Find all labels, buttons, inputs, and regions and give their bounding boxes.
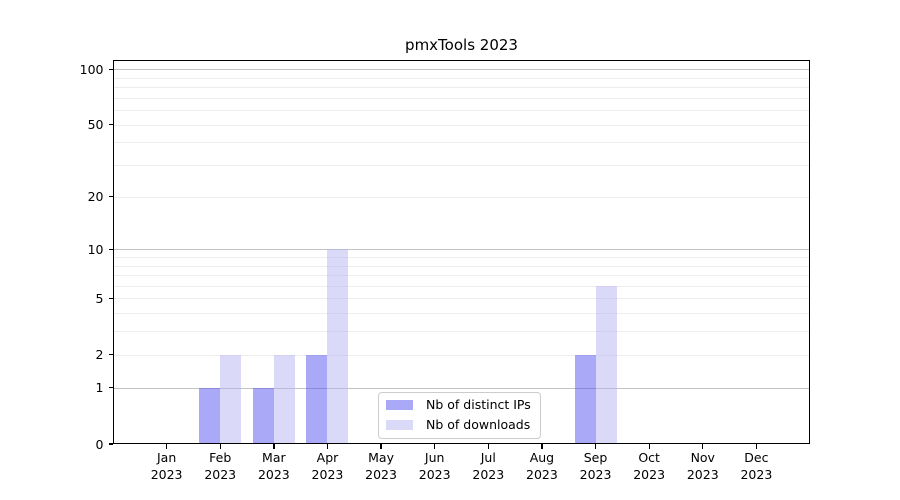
bar-nb-of-downloads-mar (273, 354, 295, 444)
x-tick-label: Apr 2023 (311, 450, 344, 482)
legend-item: Nb of distinct IPs (386, 395, 531, 415)
x-tick-label: Jul 2023 (472, 450, 505, 482)
x-tick (755, 444, 758, 449)
y-tick (108, 443, 113, 445)
x-tick-label: Nov 2023 (686, 450, 719, 482)
x-tick (648, 444, 650, 449)
gridline-decade (113, 387, 810, 389)
y-tick (108, 387, 113, 389)
legend: Nb of distinct IPs Nb of downloads (378, 392, 541, 439)
legend-swatch-downloads (386, 419, 413, 431)
y-tick-label: 100 (79, 61, 104, 77)
x-tick (326, 444, 329, 449)
x-tick (380, 444, 382, 449)
x-tick (434, 444, 436, 449)
bar-nb-of-distinct-ips-sep (574, 354, 596, 444)
y-tick (108, 248, 113, 250)
gridline-minor (113, 331, 810, 333)
y-tick-label: 5 (95, 290, 104, 306)
gridline-minor (113, 142, 810, 144)
gridline-minor (113, 97, 810, 99)
chart-title: pmxTools 2023 (405, 36, 518, 54)
bar-nb-of-downloads-feb (220, 354, 242, 444)
x-tick-label: Aug 2023 (526, 450, 558, 482)
x-tick-label: May 2023 (365, 450, 397, 482)
plot-area (113, 60, 810, 444)
y-tick (108, 354, 113, 356)
gridline-minor (113, 313, 810, 315)
gridline-minor (113, 354, 810, 356)
gridline-minor (113, 285, 810, 287)
x-tick (487, 444, 489, 449)
y-tick-label: 50 (87, 117, 104, 133)
x-tick (541, 444, 543, 449)
gridline-minor (113, 110, 810, 112)
gridline-decade (113, 249, 810, 251)
x-tick-label: Jan 2023 (150, 450, 183, 482)
legend-item: Nb of downloads (386, 415, 531, 435)
x-tick-label: Dec 2023 (740, 450, 773, 482)
gridline-minor (113, 77, 810, 79)
legend-swatch-distinct-ips (386, 399, 413, 411)
gridline-minor (113, 165, 810, 167)
x-tick-label: Sep 2023 (579, 450, 612, 482)
bar-nb-of-distinct-ips-feb (199, 387, 221, 444)
x-tick-label: Jun 2023 (418, 450, 451, 482)
x-tick (219, 444, 221, 449)
x-tick (594, 444, 597, 449)
gridline-decade (113, 69, 810, 71)
bar-nb-of-downloads-sep (595, 285, 617, 444)
gridline-minor (113, 196, 810, 198)
gridline-minor (113, 256, 810, 258)
y-tick-label: 0 (95, 436, 104, 452)
gridline-minor (113, 298, 810, 300)
x-tick-label: Mar 2023 (257, 450, 290, 482)
x-tick (273, 444, 275, 449)
x-tick (166, 444, 168, 449)
gridline-minor (113, 87, 810, 89)
x-tick-label: Oct 2023 (633, 450, 666, 482)
y-tick (108, 124, 113, 126)
legend-label-distinct-ips: Nb of distinct IPs (426, 397, 531, 412)
y-tick-label: 1 (95, 380, 104, 396)
gridline-minor (113, 124, 810, 126)
x-tick (702, 444, 704, 449)
gridline-minor (113, 275, 810, 277)
bar-nb-of-downloads-apr (327, 249, 349, 444)
y-tick (108, 196, 113, 198)
gridline-minor (113, 265, 810, 267)
x-tick-label: Feb 2023 (204, 450, 237, 482)
bar-nb-of-distinct-ips-mar (252, 387, 274, 444)
bar-nb-of-distinct-ips-apr (306, 354, 328, 444)
y-tick (108, 68, 113, 70)
legend-label-downloads: Nb of downloads (426, 417, 531, 432)
y-tick-label: 20 (87, 189, 104, 205)
y-tick (108, 297, 113, 300)
y-tick-label: 10 (87, 241, 104, 257)
y-tick-label: 2 (95, 347, 104, 363)
